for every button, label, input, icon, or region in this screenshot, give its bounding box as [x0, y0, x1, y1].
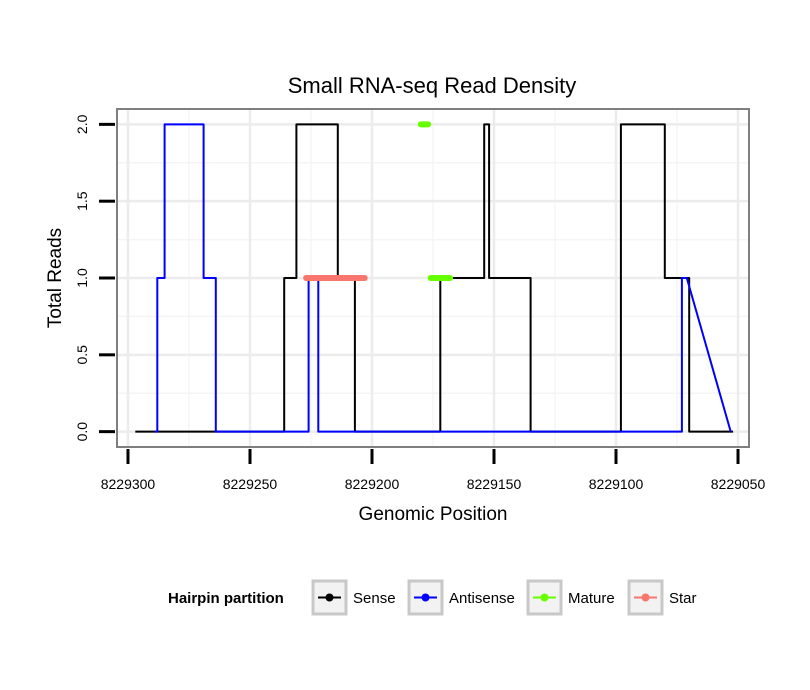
x-tick-label: 8229200: [345, 476, 400, 492]
y-tick-label: 1.5: [74, 191, 90, 211]
legend: Hairpin partition Sense Antisense Mature St…: [168, 579, 697, 616]
x-tick-label: 8229300: [101, 476, 156, 492]
series-layer: [135, 121, 734, 433]
y-tick-label: 1.0: [74, 268, 90, 288]
legend-key-point-star: [641, 593, 650, 602]
legend-key-point-mature: [540, 593, 549, 602]
y-tick-label: 2.0: [74, 114, 90, 134]
x-tick-label: 8229050: [711, 476, 766, 492]
legend-title: Hairpin partition: [168, 590, 284, 607]
series-line-antisense: [154, 123, 732, 433]
chart-title: Small RNA-seq Read Density: [288, 73, 577, 98]
legend-key-point-antisense: [421, 593, 430, 602]
legend-label-antisense: Antisense: [449, 590, 515, 607]
y-tick-label: 0.0: [74, 422, 90, 442]
x-axis: 8229300 8229250 8229200 8229150 8229100 82290…: [101, 449, 766, 492]
series-line-sense: [135, 123, 734, 433]
legend-label-sense: Sense: [353, 590, 396, 607]
legend-label-mature: Mature: [568, 590, 615, 607]
x-tick-label: 8229250: [223, 476, 278, 492]
legend-label-star: Star: [669, 590, 697, 607]
x-tick-label: 8229100: [589, 476, 644, 492]
x-tick-label: 8229150: [467, 476, 522, 492]
y-axis-title: Total Reads: [45, 228, 66, 328]
x-axis-title: Genomic Position: [359, 504, 508, 525]
plot-border: [116, 108, 750, 448]
legend-key-point-sense: [325, 593, 334, 602]
y-axis: 0.0 0.5 1.0 1.5 2.0: [74, 114, 115, 441]
y-tick-label: 0.5: [74, 345, 90, 365]
